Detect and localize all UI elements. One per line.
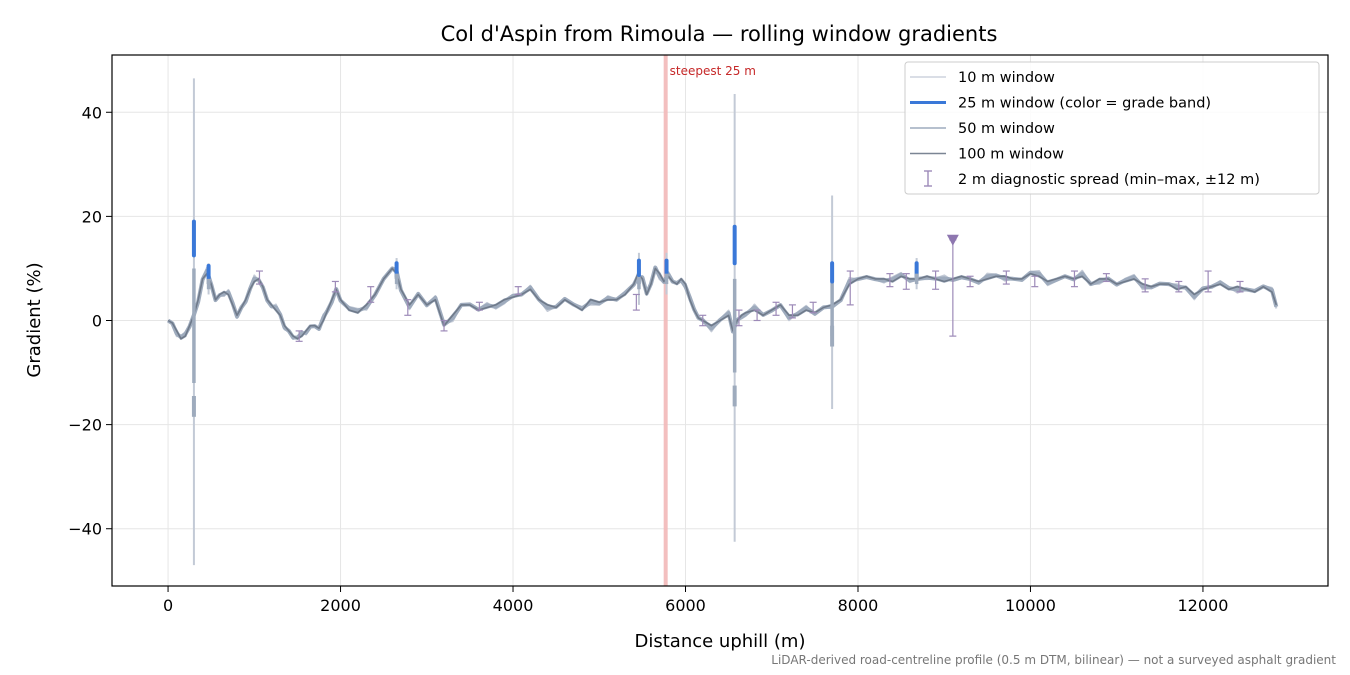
- x-tick-label: 8000: [838, 596, 879, 615]
- series-50m: [167, 267, 1278, 340]
- y-tick-label: −20: [68, 416, 102, 435]
- x-tick-label: 2000: [320, 596, 361, 615]
- x-tick-label: 10000: [1005, 596, 1056, 615]
- diagnostic-spread-bar: [440, 319, 448, 332]
- x-tick-label: 12000: [1177, 596, 1228, 615]
- diagnostic-spread-bar: [699, 314, 707, 327]
- legend-label: 50 m window: [958, 121, 1055, 137]
- diagnostic-spread-bar: [753, 309, 761, 322]
- diagnostic-spread-bar: [932, 270, 940, 290]
- legend-entry: 10 m window: [910, 70, 1055, 86]
- x-axis-label: Distance uphill (m): [635, 631, 806, 652]
- diagnostic-spread-bar: [1031, 275, 1039, 288]
- diagnostic-spread-bar: [788, 304, 796, 319]
- y-tick-label: −40: [68, 520, 102, 539]
- diagnostic-spread-bar: [1141, 278, 1149, 293]
- diagnostic-spread-bar: [772, 301, 780, 316]
- diagnostic-spread-bar: [1175, 280, 1183, 293]
- series-100m: [167, 267, 1278, 340]
- diagnostic-spread-bar: [475, 301, 483, 311]
- footnote: LiDAR-derived road-centreline profile (0…: [771, 653, 1336, 667]
- diagnostic-spread-bar: [966, 275, 974, 288]
- diagnostic-spread-bar: [846, 270, 854, 306]
- diagnostic-spread-bar: [886, 273, 894, 288]
- y-tick-label: 40: [82, 103, 102, 122]
- legend-label: 25 m window (color = grade band): [958, 96, 1211, 112]
- diagnostic-spread-bar: [295, 330, 303, 342]
- y-axis-label: Gradient (%): [24, 262, 45, 377]
- legend-label: 10 m window: [958, 70, 1055, 86]
- diagnostic-spread-bar: [331, 280, 339, 293]
- diagnostic-spread-bar: [809, 301, 817, 314]
- diagnostic-spread-bar: [1070, 270, 1078, 288]
- diagnostic-spread-bar: [255, 270, 263, 285]
- legend-label: 100 m window: [958, 147, 1064, 163]
- peak-spread-marker: [946, 234, 959, 246]
- series-layer: [166, 78, 1279, 566]
- y-tick-label: 20: [82, 207, 102, 226]
- y-tick-label: 0: [92, 312, 102, 331]
- diagnostic-spread-bar: [1002, 270, 1010, 285]
- steepest-label: steepest 25 m: [670, 64, 756, 78]
- legend-entry: 100 m window: [910, 147, 1064, 163]
- legend-label: 2 m diagnostic spread (min–max, ±12 m): [958, 172, 1260, 188]
- chart-title: Col d'Aspin from Rimoula — rolling windo…: [441, 22, 998, 46]
- series-25m: [166, 265, 1279, 340]
- legend-entry: 2 m diagnostic spread (min–max, ±12 m): [924, 170, 1260, 188]
- diagnostic-spread-bar: [949, 239, 957, 337]
- legend-entry: 50 m window: [910, 121, 1055, 137]
- legend-entry: 25 m window (color = grade band): [910, 96, 1211, 112]
- legend-box: [904, 61, 1320, 195]
- diagnostic-spread-bar: [632, 293, 640, 311]
- diagnostic-spread-bar: [514, 286, 522, 296]
- legend: 10 m window 25 m window (color = grade ba…: [904, 61, 1320, 195]
- diagnostic-spread-bar: [1102, 273, 1110, 283]
- steepest-band: [663, 55, 668, 586]
- diagnostic-spread-bar: [1204, 270, 1212, 293]
- diagnostic-spread-bar: [735, 309, 743, 327]
- x-tick-label: 0: [163, 596, 173, 615]
- steepest-marker: steepest 25 m: [663, 55, 756, 586]
- diagnostic-spread-layer: [255, 234, 1244, 342]
- diagnostic-spread-bar: [367, 286, 375, 303]
- diagnostic-spread-bar: [902, 273, 910, 290]
- x-tick-label: 6000: [665, 596, 706, 615]
- x-axis-ticks: 0 2000 4000 6000 8000 10000 12000: [163, 586, 1228, 615]
- x-tick-label: 4000: [493, 596, 534, 615]
- diagnostic-spread-bar: [1236, 280, 1244, 293]
- diagnostic-spread-bar: [404, 299, 412, 316]
- y-axis-ticks: −40 −20 0 20 40: [68, 103, 112, 539]
